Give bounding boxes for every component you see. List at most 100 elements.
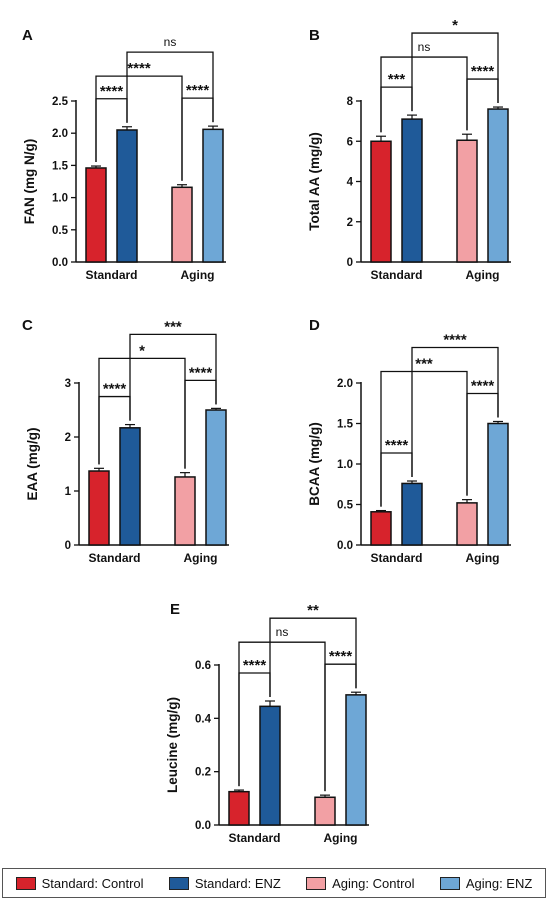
bar <box>202 128 224 263</box>
significance-label: **** <box>186 82 210 99</box>
significance-label: **** <box>471 63 495 80</box>
x-tick-label: Standard <box>88 551 140 565</box>
bar <box>370 511 392 546</box>
bar <box>88 470 110 546</box>
x-tick-label: Aging <box>466 551 500 565</box>
significance-bracket <box>411 346 499 478</box>
y-tick-label: 1.5 <box>52 160 69 172</box>
bar <box>171 186 193 263</box>
panel-letter: A <box>22 27 33 44</box>
y-tick-label: 1.5 <box>337 419 354 431</box>
legend-item-standard-enz: Standard: ENZ <box>168 875 281 891</box>
y-tick-label: 0.0 <box>337 540 353 552</box>
legend-swatch-standard-control <box>15 876 36 890</box>
y-tick-label: 0.0 <box>52 257 68 269</box>
significance-label: ns <box>418 40 431 54</box>
bar <box>456 502 478 546</box>
legend-label-standard-control: Standard: Control <box>41 875 144 891</box>
panel-letter: E <box>170 601 180 618</box>
bar <box>174 476 196 546</box>
legend-label-aging-enz: Aging: ENZ <box>465 875 533 891</box>
y-tick-label: 6 <box>347 136 353 148</box>
legend: Standard: Control Standard: ENZ Aging: C… <box>2 868 546 898</box>
significance-bracket <box>411 32 499 112</box>
legend-item-aging-control: Aging: Control <box>306 875 415 891</box>
significance-label: * <box>452 17 458 34</box>
panel-letter: D <box>309 317 320 334</box>
y-tick-label: 2.5 <box>52 96 69 108</box>
significance-bracket <box>238 641 326 792</box>
y-tick-label: 2.0 <box>52 128 68 140</box>
y-axis-label: BCAA (mg/g) <box>307 422 322 506</box>
legend-swatch-standard-enz <box>168 876 189 890</box>
legend-swatch-aging-enz <box>439 876 460 890</box>
y-axis-label: EAA (mg/g) <box>25 428 40 501</box>
significance-bracket <box>129 333 217 421</box>
y-tick-label: 0.4 <box>195 713 212 725</box>
x-tick-label: Standard <box>228 831 280 845</box>
significance-label: **** <box>103 381 127 398</box>
x-tick-label: Standard <box>85 268 137 282</box>
bar <box>314 796 336 826</box>
bar <box>116 129 138 263</box>
figure-panels: A 0.0 0.5 1.0 1.5 2.0 2.5 FAN (mg N/g) Standard A… <box>22 17 511 845</box>
legend-label-standard-enz: Standard: ENZ <box>194 875 281 891</box>
y-tick-label: 0.6 <box>195 660 211 672</box>
y-tick-label: 0 <box>65 540 71 552</box>
panel-e: E 0.0 0.2 0.4 0.6 Leucine (mg/g) Standard Aging… <box>165 601 369 845</box>
bar <box>370 140 392 263</box>
significance-label: **** <box>127 60 151 77</box>
significance-label: ** <box>307 602 319 619</box>
legend-swatch-aging-control <box>306 876 327 890</box>
x-tick-label: Aging <box>184 551 218 565</box>
bar <box>487 422 509 546</box>
panel-letter: C <box>22 317 33 334</box>
y-tick-label: 0.2 <box>195 767 211 779</box>
x-tick-label: Aging <box>466 268 500 282</box>
x-tick-label: Aging <box>181 268 215 282</box>
significance-label: *** <box>388 71 406 88</box>
significance-bracket <box>380 370 468 507</box>
y-axis-label: FAN (mg N/g) <box>22 139 37 225</box>
significance-bracket <box>95 75 183 181</box>
y-tick-label: 2 <box>347 217 353 229</box>
legend-item-standard-control: Standard: Control <box>15 875 144 891</box>
y-tick-label: 2.0 <box>337 378 353 390</box>
y-axis-label: Leucine (mg/g) <box>165 697 180 793</box>
significance-bracket <box>380 56 468 133</box>
y-tick-label: 0.5 <box>337 500 354 512</box>
y-axis-label: Total AA (mg/g) <box>307 132 322 230</box>
bar <box>487 108 509 263</box>
bar <box>228 790 250 826</box>
panel-d: D 0.0 0.5 1.0 1.5 2.0 BCAA (mg/g) Standard Aging… <box>307 317 511 565</box>
y-tick-label: 0 <box>347 257 353 269</box>
significance-label: **** <box>443 331 467 348</box>
x-tick-label: Standard <box>370 268 422 282</box>
significance-label: **** <box>385 437 409 454</box>
y-tick-label: 1.0 <box>52 193 68 205</box>
y-tick-label: 3 <box>65 378 71 390</box>
y-tick-label: 8 <box>347 96 354 108</box>
significance-label: ns <box>164 35 177 49</box>
y-tick-label: 0.0 <box>195 820 211 832</box>
legend-item-aging-enz: Aging: ENZ <box>439 875 533 891</box>
bar <box>259 705 281 826</box>
significance-label: *** <box>164 318 182 335</box>
bar <box>345 694 367 826</box>
legend-label-aging-control: Aging: Control <box>332 875 415 891</box>
y-tick-label: 0.5 <box>52 225 69 237</box>
significance-label: **** <box>100 83 124 100</box>
y-tick-label: 2 <box>65 432 71 444</box>
panel-a: A 0.0 0.5 1.0 1.5 2.0 2.5 FAN (mg N/g) Standard A… <box>22 27 226 282</box>
significance-bracket <box>269 617 357 697</box>
x-tick-label: Standard <box>370 551 422 565</box>
significance-label: **** <box>189 364 213 381</box>
bar <box>401 118 423 263</box>
bar <box>85 167 107 263</box>
bar <box>119 427 141 546</box>
significance-label: **** <box>329 648 353 665</box>
bar <box>205 409 227 546</box>
bar <box>401 482 423 546</box>
